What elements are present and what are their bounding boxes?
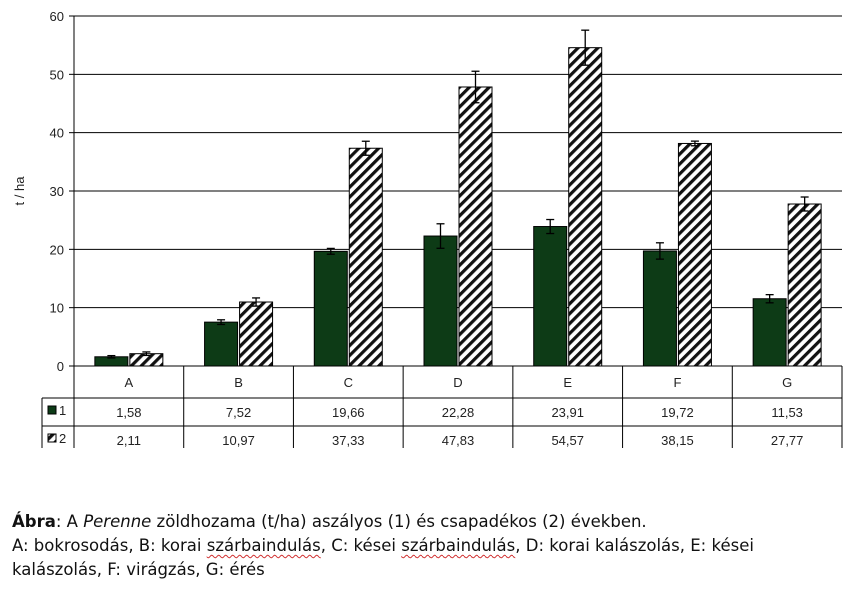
caption-line-2: A: bokrosodás, B: korai szárbaindulás, C… — [12, 534, 852, 558]
caption-word: szárbaindulás — [206, 536, 321, 555]
legend-label-1: 1 — [59, 403, 66, 418]
category-label: E — [563, 375, 572, 390]
bar-series-2 — [458, 86, 493, 367]
y-tick-label: 10 — [50, 301, 64, 316]
bar-series-1 — [533, 226, 568, 367]
bar-series-2 — [677, 142, 712, 367]
category-label: D — [453, 375, 462, 390]
table-value-series-1: 19,72 — [661, 405, 694, 420]
category-label: F — [673, 375, 681, 390]
y-tick-label: 30 — [50, 184, 64, 199]
bar-series-2 — [348, 147, 383, 367]
bar-series-2 — [787, 203, 822, 367]
caption-line-3: kalászolás, F: virágzás, G: érés — [12, 558, 852, 582]
category-label: A — [125, 375, 134, 390]
y-axis-label: t / ha — [12, 176, 27, 206]
table-value-series-2: 37,33 — [332, 433, 365, 448]
table-value-series-1: 11,53 — [771, 405, 803, 420]
caption-line-1: Ábra: A Perenne zöldhozama (t/ha) aszály… — [12, 510, 852, 534]
caption-species: Perenne — [83, 512, 152, 531]
bar-series-1 — [313, 250, 348, 367]
table-value-series-2: 2,11 — [117, 433, 141, 448]
caption-text: : A — [55, 512, 84, 531]
table-value-series-1: 1,58 — [116, 405, 141, 420]
bar-series-2 — [239, 301, 274, 367]
figure-caption: Ábra: A Perenne zöldhozama (t/ha) aszály… — [12, 510, 852, 582]
bar-chart: 1 2 A B C D E F G 1,58 7,52 19,66 22,28 23,91 19,72 11,… — [12, 9, 843, 448]
table-value-series-2: 54,57 — [551, 433, 584, 448]
caption-text: , D: korai kalászolás, E: kései — [515, 536, 754, 555]
category-label: G — [782, 375, 792, 390]
bar-series-1 — [752, 298, 787, 367]
legend-label-2: 2 — [59, 431, 66, 446]
legend-key-1 — [47, 405, 57, 415]
y-tick-label: 40 — [50, 126, 64, 141]
y-tick-label: 0 — [57, 359, 64, 374]
table-value-series-1: 22,28 — [442, 405, 475, 420]
table-value-series-2: 38,15 — [661, 433, 694, 448]
category-label: B — [234, 375, 243, 390]
bar-series-1 — [204, 321, 239, 367]
y-tick-label: 50 — [50, 67, 64, 82]
bar-series-2 — [568, 47, 603, 367]
table-value-series-2: 27,77 — [771, 433, 804, 448]
table-value-series-2: 47,83 — [442, 433, 475, 448]
bar-series-1 — [642, 250, 677, 367]
caption-word: szárbaindulás — [401, 536, 516, 555]
y-tick-label: 60 — [50, 9, 64, 24]
caption-text: A: bokrosodás, B: korai — [12, 536, 207, 555]
y-tick-label: 20 — [50, 242, 64, 257]
table-value-series-1: 23,91 — [551, 405, 584, 420]
caption-bold: Ábra — [12, 512, 56, 531]
table-value-series-1: 7,52 — [226, 405, 251, 420]
legend-key-2 — [47, 433, 57, 443]
table-value-series-1: 19,66 — [332, 405, 365, 420]
caption-text: zöldhozama (t/ha) aszályos (1) és csapad… — [151, 512, 647, 531]
category-label: C — [344, 375, 353, 390]
caption-text: , C: kései — [320, 536, 402, 555]
caption-text: kalászolás, F: virágzás, G: érés — [12, 560, 265, 579]
bar-series-1 — [423, 235, 458, 367]
table-value-series-2: 10,97 — [222, 433, 255, 448]
